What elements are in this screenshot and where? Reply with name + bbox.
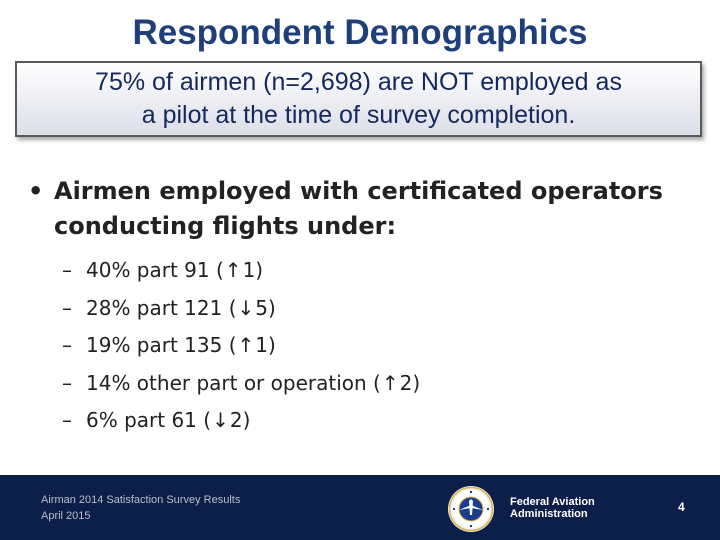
callout-box: 75% of airmen (n=2,698) are NOT employed… <box>15 61 702 137</box>
sub-bullet-item: – 40% part 91 (↑1) <box>62 252 688 290</box>
arrow-down-icon: ↓ <box>237 295 255 320</box>
sub-bullet-suffix: 2) <box>399 370 421 395</box>
slide-title: Respondent Demographics <box>132 13 588 52</box>
sub-bullet-suffix: 1) <box>255 333 276 357</box>
sub-bullet-text: 14% other part or operation (↑2) <box>86 365 420 403</box>
arrow-up-icon: ↑ <box>381 370 399 395</box>
arrow-down-icon: ↓ <box>212 408 229 432</box>
sub-bullet-item: – 14% other part or operation (↑2) <box>62 365 688 403</box>
main-bullet-line-2: conducting flights under: <box>54 212 397 240</box>
survey-title: Airman 2014 Satisfaction Survey Results <box>41 494 241 506</box>
dash-marker: – <box>62 333 72 357</box>
sub-bullet-item: – 6% part 61 (↓2) <box>62 402 688 440</box>
main-bullet: • Airmen employed with certificated oper… <box>28 174 688 244</box>
page-number: 4 <box>678 500 685 514</box>
sub-bullet-prefix: 28% part 121 ( <box>86 295 237 320</box>
dash-marker: – <box>62 408 72 432</box>
agency-line-2: Administration <box>510 508 588 520</box>
survey-date: April 2015 <box>41 510 91 522</box>
footer-left: Airman 2014 Satisfaction Survey Results … <box>41 492 240 524</box>
sub-bullet-prefix: 40% part 91 ( <box>86 258 224 282</box>
sub-bullet-suffix: 5) <box>255 295 276 320</box>
arrow-up-icon: ↑ <box>237 333 255 357</box>
callout-line-1: 75% of airmen (n=2,698) are NOT employed… <box>95 68 622 96</box>
agency-line-1: Federal Aviation <box>510 496 595 508</box>
faa-seal-icon <box>448 486 494 532</box>
dash-marker: – <box>62 258 72 282</box>
sub-bullet-item: – 28% part 121 (↓5) <box>62 290 688 328</box>
sub-bullet-prefix: 6% part 61 ( <box>86 408 212 432</box>
dash-marker: – <box>62 370 72 395</box>
sub-bullet-prefix: 19% part 135 ( <box>86 333 237 357</box>
dash-marker: – <box>62 295 72 320</box>
sub-bullet-prefix: 14% other part or operation ( <box>86 370 381 395</box>
agency-name: Federal Aviation Administration <box>510 496 595 520</box>
sub-bullet-text: 40% part 91 (↑1) <box>86 252 263 290</box>
sub-bullet-text: 19% part 135 (↑1) <box>86 327 276 365</box>
bullet-marker: • <box>28 177 44 205</box>
sub-bullet-list: – 40% part 91 (↑1) – 28% part 121 (↓5) –… <box>28 252 688 440</box>
sub-bullet-text: 6% part 61 (↓2) <box>86 402 250 440</box>
bullet-list: • Airmen employed with certificated oper… <box>28 174 688 440</box>
main-bullet-text: Airmen employed with certificated operat… <box>54 174 663 244</box>
sub-bullet-suffix: 1) <box>242 258 264 282</box>
sub-bullet-suffix: 2) <box>229 408 251 432</box>
sub-bullet-item: – 19% part 135 (↑1) <box>62 327 688 365</box>
callout-line-2: a pilot at the time of survey completion… <box>141 101 576 129</box>
footer-bar: Airman 2014 Satisfaction Survey Results … <box>0 475 720 540</box>
arrow-up-icon: ↑ <box>224 258 242 282</box>
sub-bullet-text: 28% part 121 (↓5) <box>86 290 276 328</box>
main-bullet-line-1: Airmen employed with certificated operat… <box>54 177 663 205</box>
